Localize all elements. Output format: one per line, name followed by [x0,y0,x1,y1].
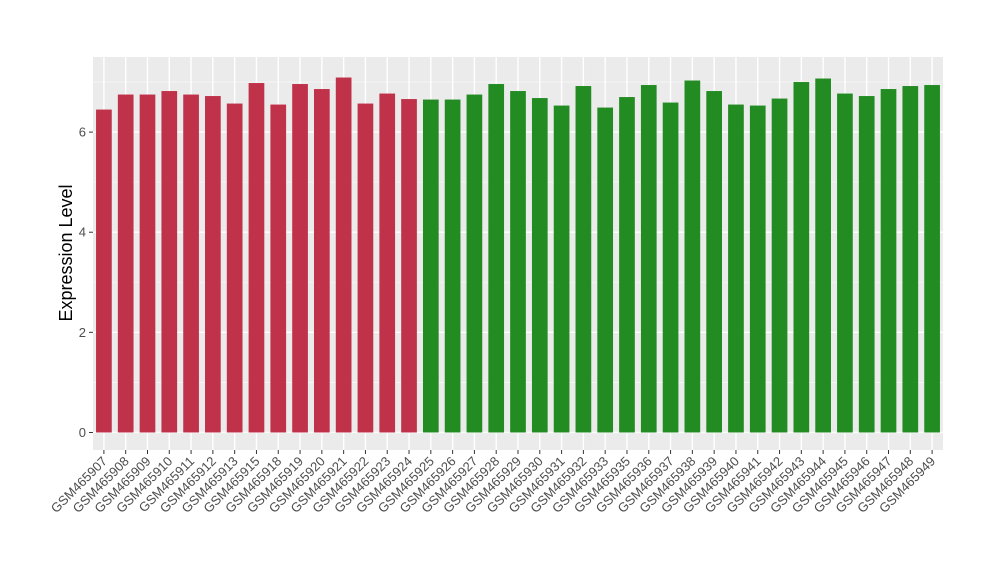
bar-gsm465930 [531,98,548,433]
bar-gsm465942 [771,98,788,433]
bars [96,77,940,433]
bar-gsm465936 [640,85,657,433]
bar-gsm465937 [662,102,679,433]
bar-gsm465947 [880,89,897,433]
x-axis: GSM465907GSM465908GSM465909GSM465910GSM4… [48,450,938,516]
bar-gsm465938 [684,80,701,433]
bar-gsm465923 [379,93,396,433]
bar-gsm465920 [314,89,330,433]
bar-gsm465928 [488,84,505,433]
bar-gsm465913 [226,103,243,433]
bar-gsm465948 [902,86,919,433]
bar-gsm465918 [270,104,287,433]
bar-gsm465946 [858,96,875,433]
bar-gsm465935 [619,97,635,433]
bar-gsm465939 [706,91,722,433]
y-axis: 0 2 4 6 [79,125,93,440]
y-tick-label: 6 [79,125,86,140]
bar-gsm465908 [117,94,134,433]
bar-gsm465921 [335,77,352,433]
y-tick-label: 2 [79,325,86,340]
bar-gsm465945 [837,93,853,433]
bar-gsm465941 [749,105,766,433]
bar-gsm465949 [924,85,940,433]
y-tick-label: 4 [79,225,86,240]
bar-gsm465929 [510,91,526,433]
bar-gsm465912 [205,96,221,433]
bar-gsm465927 [466,94,483,433]
bar-gsm465925 [422,99,439,433]
bar-gsm465910 [161,91,178,433]
bar-gsm465907 [96,109,112,433]
bar-gsm465915 [248,83,265,433]
bar-gsm465919 [292,84,308,433]
y-axis-title: Expression Level [56,184,76,321]
bar-gsm465933 [597,107,614,433]
y-tick-label: 0 [79,425,86,440]
bar-gsm465909 [139,94,156,433]
bar-gsm465926 [444,99,461,433]
bar-gsm465922 [357,103,374,433]
bar-gsm465931 [553,105,570,433]
bar-gsm465924 [401,99,417,433]
bar-gsm465940 [728,104,744,433]
bar-gsm465911 [183,94,199,433]
bar-gsm465932 [575,86,592,433]
bar-gsm465943 [793,82,810,433]
bar-gsm465944 [815,78,831,433]
